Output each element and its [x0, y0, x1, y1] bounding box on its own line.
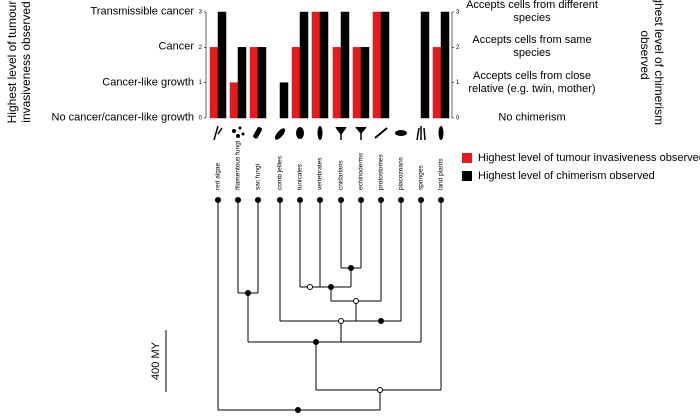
- bar: [311, 11, 321, 119]
- bar: [352, 47, 362, 119]
- taxon-label: cnidarians: [338, 160, 345, 190]
- legend-swatch: [462, 171, 472, 181]
- taxon-label: sac fungi: [255, 164, 262, 190]
- taxon-label: red algae: [215, 163, 222, 190]
- taxon-label: vertebrates: [317, 157, 324, 190]
- taxon-label: filamentous fungi: [235, 141, 242, 190]
- bar: [420, 11, 430, 119]
- legend-label: Highest level of chimerism observed: [478, 170, 655, 182]
- bar: [217, 11, 227, 119]
- y-tick-label: 1: [199, 80, 203, 86]
- bar: [319, 11, 329, 119]
- y-level-label: Transmissible cancer: [90, 5, 194, 18]
- bar: [372, 11, 382, 119]
- taxon-label: tunicates: [297, 163, 304, 190]
- bar: [257, 47, 267, 119]
- y2-tick-label: 2: [456, 45, 460, 51]
- bar: [440, 11, 450, 119]
- bar: [291, 47, 301, 119]
- bar: [237, 47, 247, 119]
- y2-axis-title: Highest level of chimerism observed: [638, 0, 666, 126]
- phylogenetic-tree: [165, 197, 444, 413]
- bar: [340, 11, 350, 119]
- y2-tick-label: 3: [456, 10, 460, 16]
- bar: [299, 11, 309, 119]
- y2-level-label: Accepts cells from close relative (e.g. …: [468, 69, 596, 95]
- bar: [249, 47, 259, 119]
- y-level-label: No cancer/cancer-like growth: [51, 111, 194, 124]
- taxon-label: sponges: [418, 165, 425, 190]
- y2-level-label: No chimerism: [498, 111, 566, 124]
- bar: [432, 47, 442, 119]
- taxon-label: placozoans: [398, 156, 405, 190]
- taxon-icons: [213, 125, 444, 141]
- taxon-label: echinoderms: [358, 152, 365, 190]
- bar: [332, 47, 342, 119]
- scale-bar-label: 400 MY: [150, 341, 162, 380]
- taxon-label: comb jellies: [277, 155, 284, 190]
- y2-level-label: Accepts cells from same species: [472, 34, 592, 60]
- y-level-label: Cancer-like growth: [102, 76, 194, 89]
- bar: [360, 47, 370, 119]
- y-tick-label: 3: [199, 10, 203, 16]
- y2-tick-label: 0: [456, 116, 460, 122]
- taxon-label: protostomes: [378, 153, 385, 190]
- bar: [209, 47, 219, 119]
- legend-swatch: [462, 153, 472, 163]
- bar: [229, 82, 239, 119]
- taxon-label: land plants: [438, 158, 445, 190]
- y-tick-label: 2: [199, 45, 203, 51]
- y-level-label: Cancer: [158, 40, 194, 53]
- y2-level-label: Accepts cells from different species: [466, 0, 598, 24]
- y2-tick-label: 1: [456, 80, 460, 86]
- y-tick-label: 0: [199, 116, 203, 122]
- bar: [279, 82, 289, 119]
- bar: [380, 11, 390, 119]
- legend-label: Highest level of tumour invasiveness obs…: [478, 152, 700, 164]
